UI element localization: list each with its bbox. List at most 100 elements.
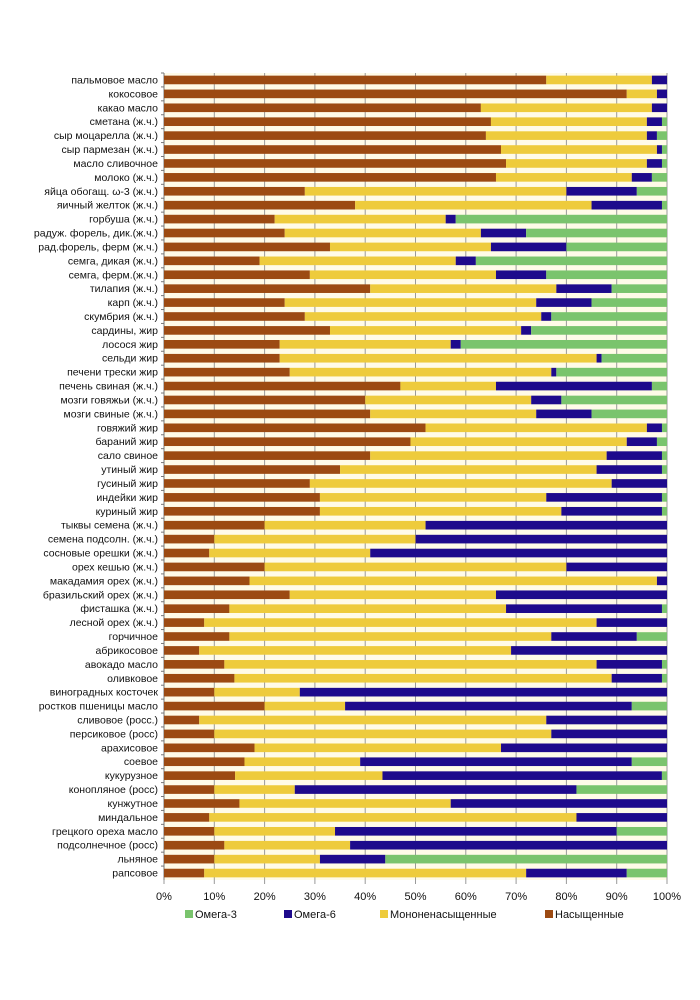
category-label: конопляное (росс) bbox=[69, 784, 158, 796]
bar-segment bbox=[214, 826, 336, 836]
bar-segment bbox=[646, 131, 657, 140]
bar-segment bbox=[164, 298, 285, 307]
category-label: лесной орех (ж.ч.) bbox=[70, 617, 158, 629]
bar-segment bbox=[224, 840, 351, 850]
bar-segment bbox=[631, 701, 667, 711]
bar-segment bbox=[616, 826, 667, 836]
bar-segment bbox=[164, 826, 215, 836]
bar-segment bbox=[214, 729, 552, 739]
x-tick-label: 40% bbox=[354, 891, 376, 903]
bar-segment bbox=[656, 131, 667, 140]
bar-segment bbox=[566, 242, 667, 252]
bar-segment bbox=[646, 159, 662, 168]
category-label: печени трески жир bbox=[67, 367, 158, 379]
bar-segment bbox=[164, 409, 371, 419]
bar-segment bbox=[214, 534, 416, 544]
bar-segment bbox=[259, 256, 456, 266]
bar-segment bbox=[239, 799, 451, 808]
bar-segment bbox=[164, 395, 366, 405]
bar-segment bbox=[214, 687, 300, 697]
bar-segment bbox=[164, 840, 225, 850]
bar-segment bbox=[209, 813, 577, 822]
category-label: печень свиная (ж.ч.) bbox=[59, 381, 158, 393]
category-label: сельди жир bbox=[102, 353, 158, 365]
category-label: тыквы семена (ж.ч.) bbox=[61, 520, 158, 532]
bar-segment bbox=[164, 423, 426, 433]
x-tick-label: 70% bbox=[505, 891, 527, 903]
bar-segment bbox=[164, 256, 260, 266]
bar-segment bbox=[279, 353, 597, 363]
bar-segment bbox=[541, 312, 552, 321]
bar-segment bbox=[164, 715, 200, 725]
bar-segment bbox=[164, 242, 330, 252]
category-label: виноградных косточек bbox=[50, 687, 159, 699]
bar-segment bbox=[661, 771, 667, 780]
bar-segment bbox=[164, 131, 486, 140]
category-label: сосновые орешки (ж.ч.) bbox=[43, 548, 158, 560]
category-label: кунжутное bbox=[108, 798, 159, 810]
category-label: абрикосовое bbox=[96, 645, 159, 657]
bar-segment bbox=[164, 729, 215, 739]
bar-segment bbox=[531, 326, 667, 335]
category-label: сметана (ж.ч.) bbox=[90, 116, 158, 128]
bar-segment bbox=[370, 548, 667, 558]
category-labels: пальмовое масло кокосовое какао масло смета… bbox=[34, 74, 159, 879]
bar-segment bbox=[229, 604, 507, 613]
bar-segment bbox=[450, 799, 667, 808]
bar-segment bbox=[209, 548, 371, 558]
category-label: рад.форель, ферм (ж.ч.) bbox=[38, 241, 158, 253]
bar-segment bbox=[425, 520, 667, 530]
category-label: миндальное bbox=[98, 812, 158, 824]
bar-segment bbox=[355, 200, 592, 210]
bar-segment bbox=[601, 353, 667, 363]
bar-segment bbox=[521, 326, 532, 335]
legend-label: Омега-6 bbox=[294, 909, 336, 921]
category-label: масло сливочное bbox=[73, 158, 158, 170]
bar-segment bbox=[329, 242, 491, 252]
x-tick-label: 80% bbox=[555, 891, 577, 903]
bar-segment bbox=[661, 465, 667, 474]
x-tick-label: 30% bbox=[304, 891, 326, 903]
legend-label: Омега-3 bbox=[195, 909, 237, 921]
bar-segment bbox=[164, 89, 627, 99]
bar-segment bbox=[164, 200, 356, 210]
bar-segment bbox=[164, 186, 305, 196]
bar-segment bbox=[164, 520, 265, 530]
bar-segment bbox=[164, 284, 371, 293]
bar-segment bbox=[164, 687, 215, 697]
bar-segment bbox=[511, 646, 667, 655]
bar-segment bbox=[199, 646, 512, 655]
bar-segment bbox=[656, 89, 667, 99]
bar-segment bbox=[656, 437, 667, 447]
category-label: льняное bbox=[117, 854, 158, 866]
bar-segment bbox=[264, 520, 426, 530]
bar-segment bbox=[661, 200, 667, 210]
bar-segment bbox=[164, 312, 305, 321]
bar-segment bbox=[495, 590, 667, 600]
bar-segment bbox=[164, 326, 330, 335]
bar-segment bbox=[646, 423, 662, 433]
category-label: подсолнечное (росс) bbox=[57, 840, 158, 852]
bar-segment bbox=[164, 785, 215, 794]
bar-segment bbox=[551, 729, 667, 739]
bar-segment bbox=[204, 868, 527, 878]
bar-segment bbox=[299, 687, 667, 697]
bar-segment bbox=[365, 395, 532, 405]
bar-segment bbox=[164, 590, 290, 600]
category-label: кукурузное bbox=[105, 770, 158, 782]
bar-segment bbox=[490, 117, 647, 127]
category-label: бразильский орех (ж.ч.) bbox=[43, 589, 158, 601]
bar-segment bbox=[164, 493, 320, 502]
bar-segment bbox=[546, 493, 662, 502]
bar-segment bbox=[661, 423, 667, 433]
bar-segment bbox=[661, 506, 667, 516]
bar-segment bbox=[164, 771, 236, 780]
x-tick-label: 0% bbox=[156, 891, 172, 903]
bar-segment bbox=[164, 367, 290, 377]
bar-segment bbox=[475, 256, 667, 266]
category-label: лосося жир bbox=[102, 339, 158, 351]
category-label: семга, ферм.(ж.ч.) bbox=[69, 269, 158, 281]
bar-segment bbox=[455, 256, 476, 266]
bar-segment bbox=[164, 340, 280, 349]
bar-segment bbox=[164, 701, 265, 711]
